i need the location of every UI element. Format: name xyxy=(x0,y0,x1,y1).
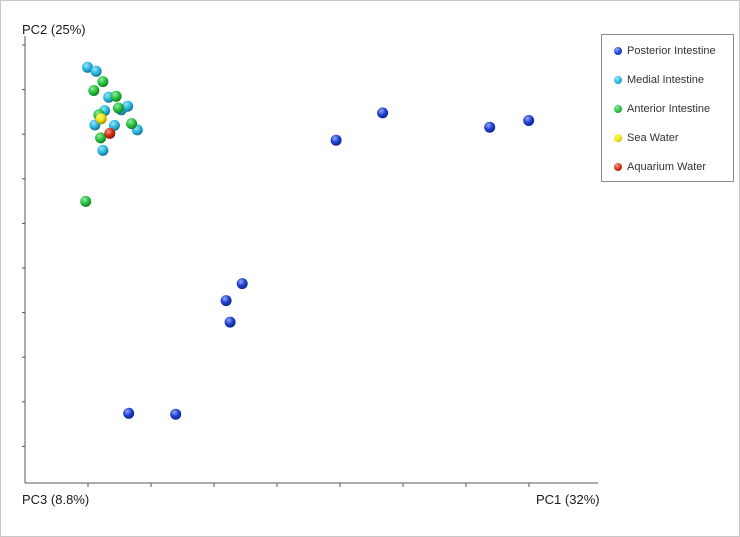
legend-item: Medial Intestine xyxy=(614,72,704,88)
legend-marker xyxy=(614,47,622,55)
axes xyxy=(22,36,598,487)
legend-item: Sea Water xyxy=(614,130,679,146)
legend-marker xyxy=(614,134,622,142)
anterior-intestine-point xyxy=(126,118,138,130)
posterior-intestine-point xyxy=(330,134,342,146)
legend-marker xyxy=(614,105,622,113)
x-axis-label-right: PC1 (32%) xyxy=(536,492,600,507)
posterior-intestine-point xyxy=(236,278,248,290)
anterior-intestine-point xyxy=(110,90,122,102)
sea-water-point xyxy=(95,113,107,125)
legend-label: Aquarium Water xyxy=(627,161,707,173)
legend-marker xyxy=(614,76,622,84)
y-axis-label: PC2 (25%) xyxy=(22,22,86,37)
anterior-intestine-point xyxy=(97,76,109,88)
posterior-intestine-point xyxy=(523,115,535,126)
posterior-intestine-point xyxy=(170,408,182,420)
legend-item: Aquarium Water xyxy=(614,159,706,175)
legend-label: Sea Water xyxy=(627,132,679,144)
data-points xyxy=(80,61,535,420)
legend-label: Medial Intestine xyxy=(627,74,705,86)
legend-marker xyxy=(614,163,622,171)
legend-label: Anterior Intestine xyxy=(627,103,711,115)
aquarium-water-point xyxy=(104,127,116,139)
medial-intestine-point xyxy=(122,100,134,112)
medial-intestine-point xyxy=(90,65,102,77)
anterior-intestine-point xyxy=(88,85,100,96)
anterior-intestine-point xyxy=(112,102,124,114)
medial-intestine-point xyxy=(108,119,120,131)
legend-item: Posterior Intestine xyxy=(614,43,716,59)
medial-intestine-point xyxy=(82,61,93,73)
x-axis-label-left: PC3 (8.8%) xyxy=(22,492,90,507)
posterior-intestine-point xyxy=(220,295,232,307)
medial-intestine-point xyxy=(97,144,109,156)
posterior-intestine-point xyxy=(224,316,236,328)
anterior-intestine-point xyxy=(80,195,92,207)
legend-label: Posterior Intestine xyxy=(627,45,716,57)
posterior-intestine-point xyxy=(484,121,496,133)
anterior-intestine-point xyxy=(95,132,107,144)
posterior-intestine-point xyxy=(123,407,135,419)
legend: Posterior Intestine Medial Intestine Anter… xyxy=(601,34,734,182)
legend-item: Anterior Intestine xyxy=(614,101,710,117)
posterior-intestine-point xyxy=(377,107,389,119)
